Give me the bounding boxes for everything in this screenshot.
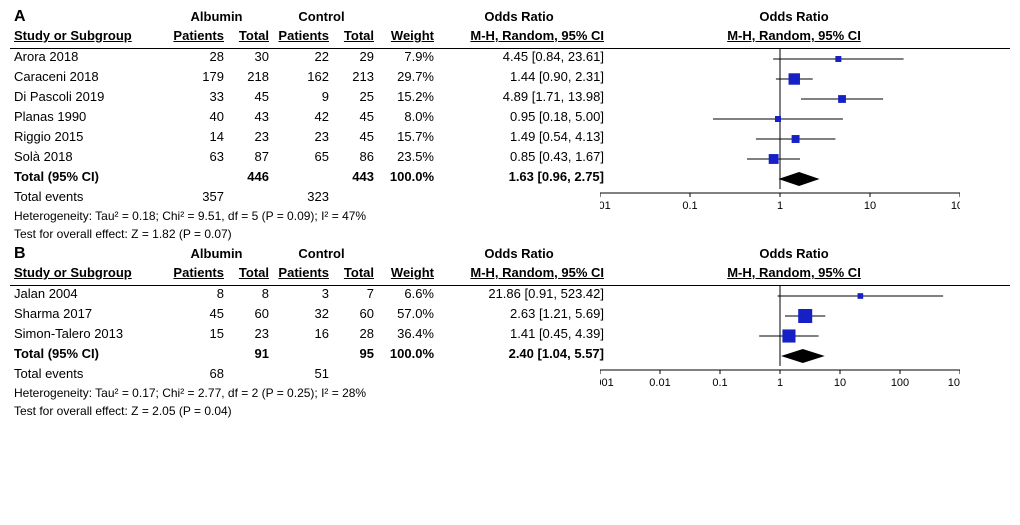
svg-text:1: 1 <box>777 377 783 389</box>
svg-text:10: 10 <box>834 377 846 389</box>
svg-text:0.01: 0.01 <box>600 200 611 212</box>
svg-text:100: 100 <box>951 200 960 212</box>
svg-text:10: 10 <box>864 200 876 212</box>
svg-text:100: 100 <box>891 377 909 389</box>
forest-plot: 0.01 0.1 1 10 100 <box>600 49 960 219</box>
overall-effect-text: Test for overall effect: Z = 1.82 (P = 0… <box>10 227 1010 245</box>
svg-text:0.1: 0.1 <box>712 377 727 389</box>
overall-effect-text: Test for overall effect: Z = 2.05 (P = 0… <box>10 404 1010 422</box>
svg-text:1: 1 <box>777 200 783 212</box>
forest-plot: 0.001 0.01 0.1 1 10 100 1000 <box>600 286 960 396</box>
svg-text:0.001: 0.001 <box>600 377 614 389</box>
svg-text:1000: 1000 <box>948 377 960 389</box>
svg-text:0.1: 0.1 <box>682 200 697 212</box>
svg-text:0.01: 0.01 <box>649 377 670 389</box>
